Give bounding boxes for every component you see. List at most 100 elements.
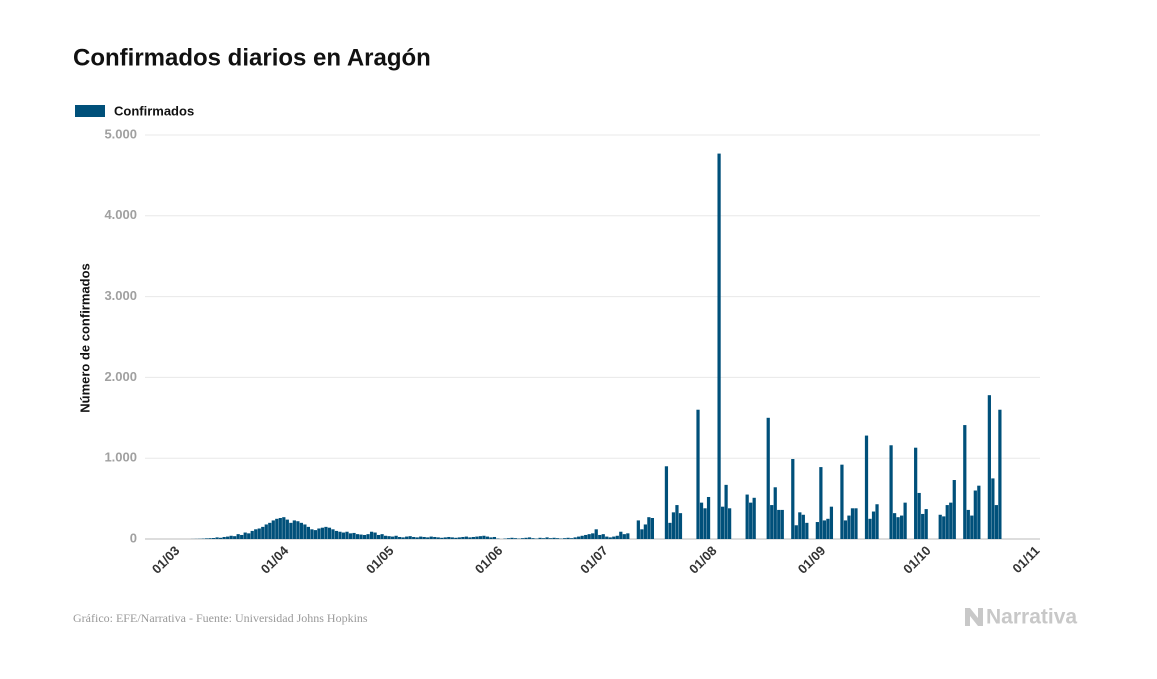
bar <box>552 538 555 539</box>
bar <box>370 532 373 539</box>
bar <box>647 517 650 539</box>
bar <box>826 519 829 539</box>
bar <box>542 538 545 539</box>
y-tick-label: 0 <box>130 530 137 545</box>
bar <box>444 537 447 539</box>
bar <box>380 534 383 539</box>
bar <box>672 512 675 539</box>
bar <box>717 154 720 539</box>
legend-swatch <box>75 105 105 117</box>
brand-icon <box>965 608 983 626</box>
bar <box>317 528 320 539</box>
bar <box>854 508 857 539</box>
bar <box>402 537 405 539</box>
bar <box>219 538 222 539</box>
bar <box>405 537 408 539</box>
bar <box>949 503 952 539</box>
bar <box>254 529 257 539</box>
bar <box>753 498 756 539</box>
brand: Narrativa <box>986 606 1077 629</box>
x-tick-label: 01/04 <box>258 542 292 576</box>
bar <box>925 509 928 539</box>
bar <box>616 536 619 539</box>
bar <box>644 524 647 539</box>
bar <box>777 510 780 539</box>
bar <box>904 503 907 539</box>
bar <box>844 520 847 539</box>
bar <box>563 538 566 539</box>
y-tick-label: 1.000 <box>104 450 137 465</box>
bar <box>310 529 313 539</box>
bar <box>293 520 296 539</box>
bar <box>791 459 794 539</box>
bar <box>388 536 391 539</box>
bar <box>352 533 355 539</box>
bar <box>479 536 482 539</box>
bar <box>595 529 598 539</box>
bar <box>303 524 306 539</box>
bar <box>244 533 247 539</box>
bar <box>237 534 240 539</box>
x-tick-label: 01/08 <box>686 543 720 577</box>
bar <box>675 505 678 539</box>
bar <box>468 537 471 539</box>
bar <box>998 410 1001 539</box>
bar <box>605 537 608 539</box>
bar <box>974 491 977 539</box>
bar <box>581 536 584 539</box>
bar <box>721 507 724 539</box>
bar <box>521 538 524 539</box>
bar <box>851 508 854 539</box>
bar <box>279 518 282 539</box>
bar <box>696 410 699 539</box>
bar <box>472 537 475 539</box>
bar <box>619 532 622 539</box>
bar <box>300 523 303 539</box>
bar <box>395 536 398 539</box>
bar <box>900 516 903 539</box>
bar <box>819 467 822 539</box>
bar <box>440 538 443 539</box>
bar <box>338 532 341 539</box>
bar <box>261 527 264 539</box>
bar <box>345 532 348 539</box>
bar <box>570 538 573 539</box>
bar <box>953 480 956 539</box>
bar <box>584 535 587 539</box>
bar <box>384 536 387 539</box>
bar <box>465 537 468 539</box>
bar <box>942 516 945 539</box>
bar <box>205 538 208 539</box>
chart-title: Confirmados diarios en Aragón <box>73 44 431 71</box>
bar <box>286 520 289 539</box>
bar <box>268 523 271 539</box>
y-tick-label: 2.000 <box>104 369 137 384</box>
bar <box>588 534 591 539</box>
bar <box>461 537 464 539</box>
bar <box>430 537 433 539</box>
bar <box>637 520 640 539</box>
bar <box>918 493 921 539</box>
bar <box>556 538 559 539</box>
bar <box>602 534 605 539</box>
bar <box>423 537 426 539</box>
bar <box>651 518 654 539</box>
bar <box>868 519 871 539</box>
bar <box>963 425 966 539</box>
bar <box>549 538 552 539</box>
bar <box>482 536 485 539</box>
bar <box>342 533 345 539</box>
bar <box>363 535 366 539</box>
bar <box>216 537 219 539</box>
bar <box>531 538 534 539</box>
bar <box>437 537 440 539</box>
bar <box>275 519 278 539</box>
bar <box>577 537 580 539</box>
bar <box>349 533 352 539</box>
bar <box>208 538 211 539</box>
bar <box>486 537 489 539</box>
bar <box>545 537 548 539</box>
x-tick-label: 01/06 <box>472 543 506 577</box>
bar <box>840 465 843 539</box>
bar <box>324 527 327 539</box>
